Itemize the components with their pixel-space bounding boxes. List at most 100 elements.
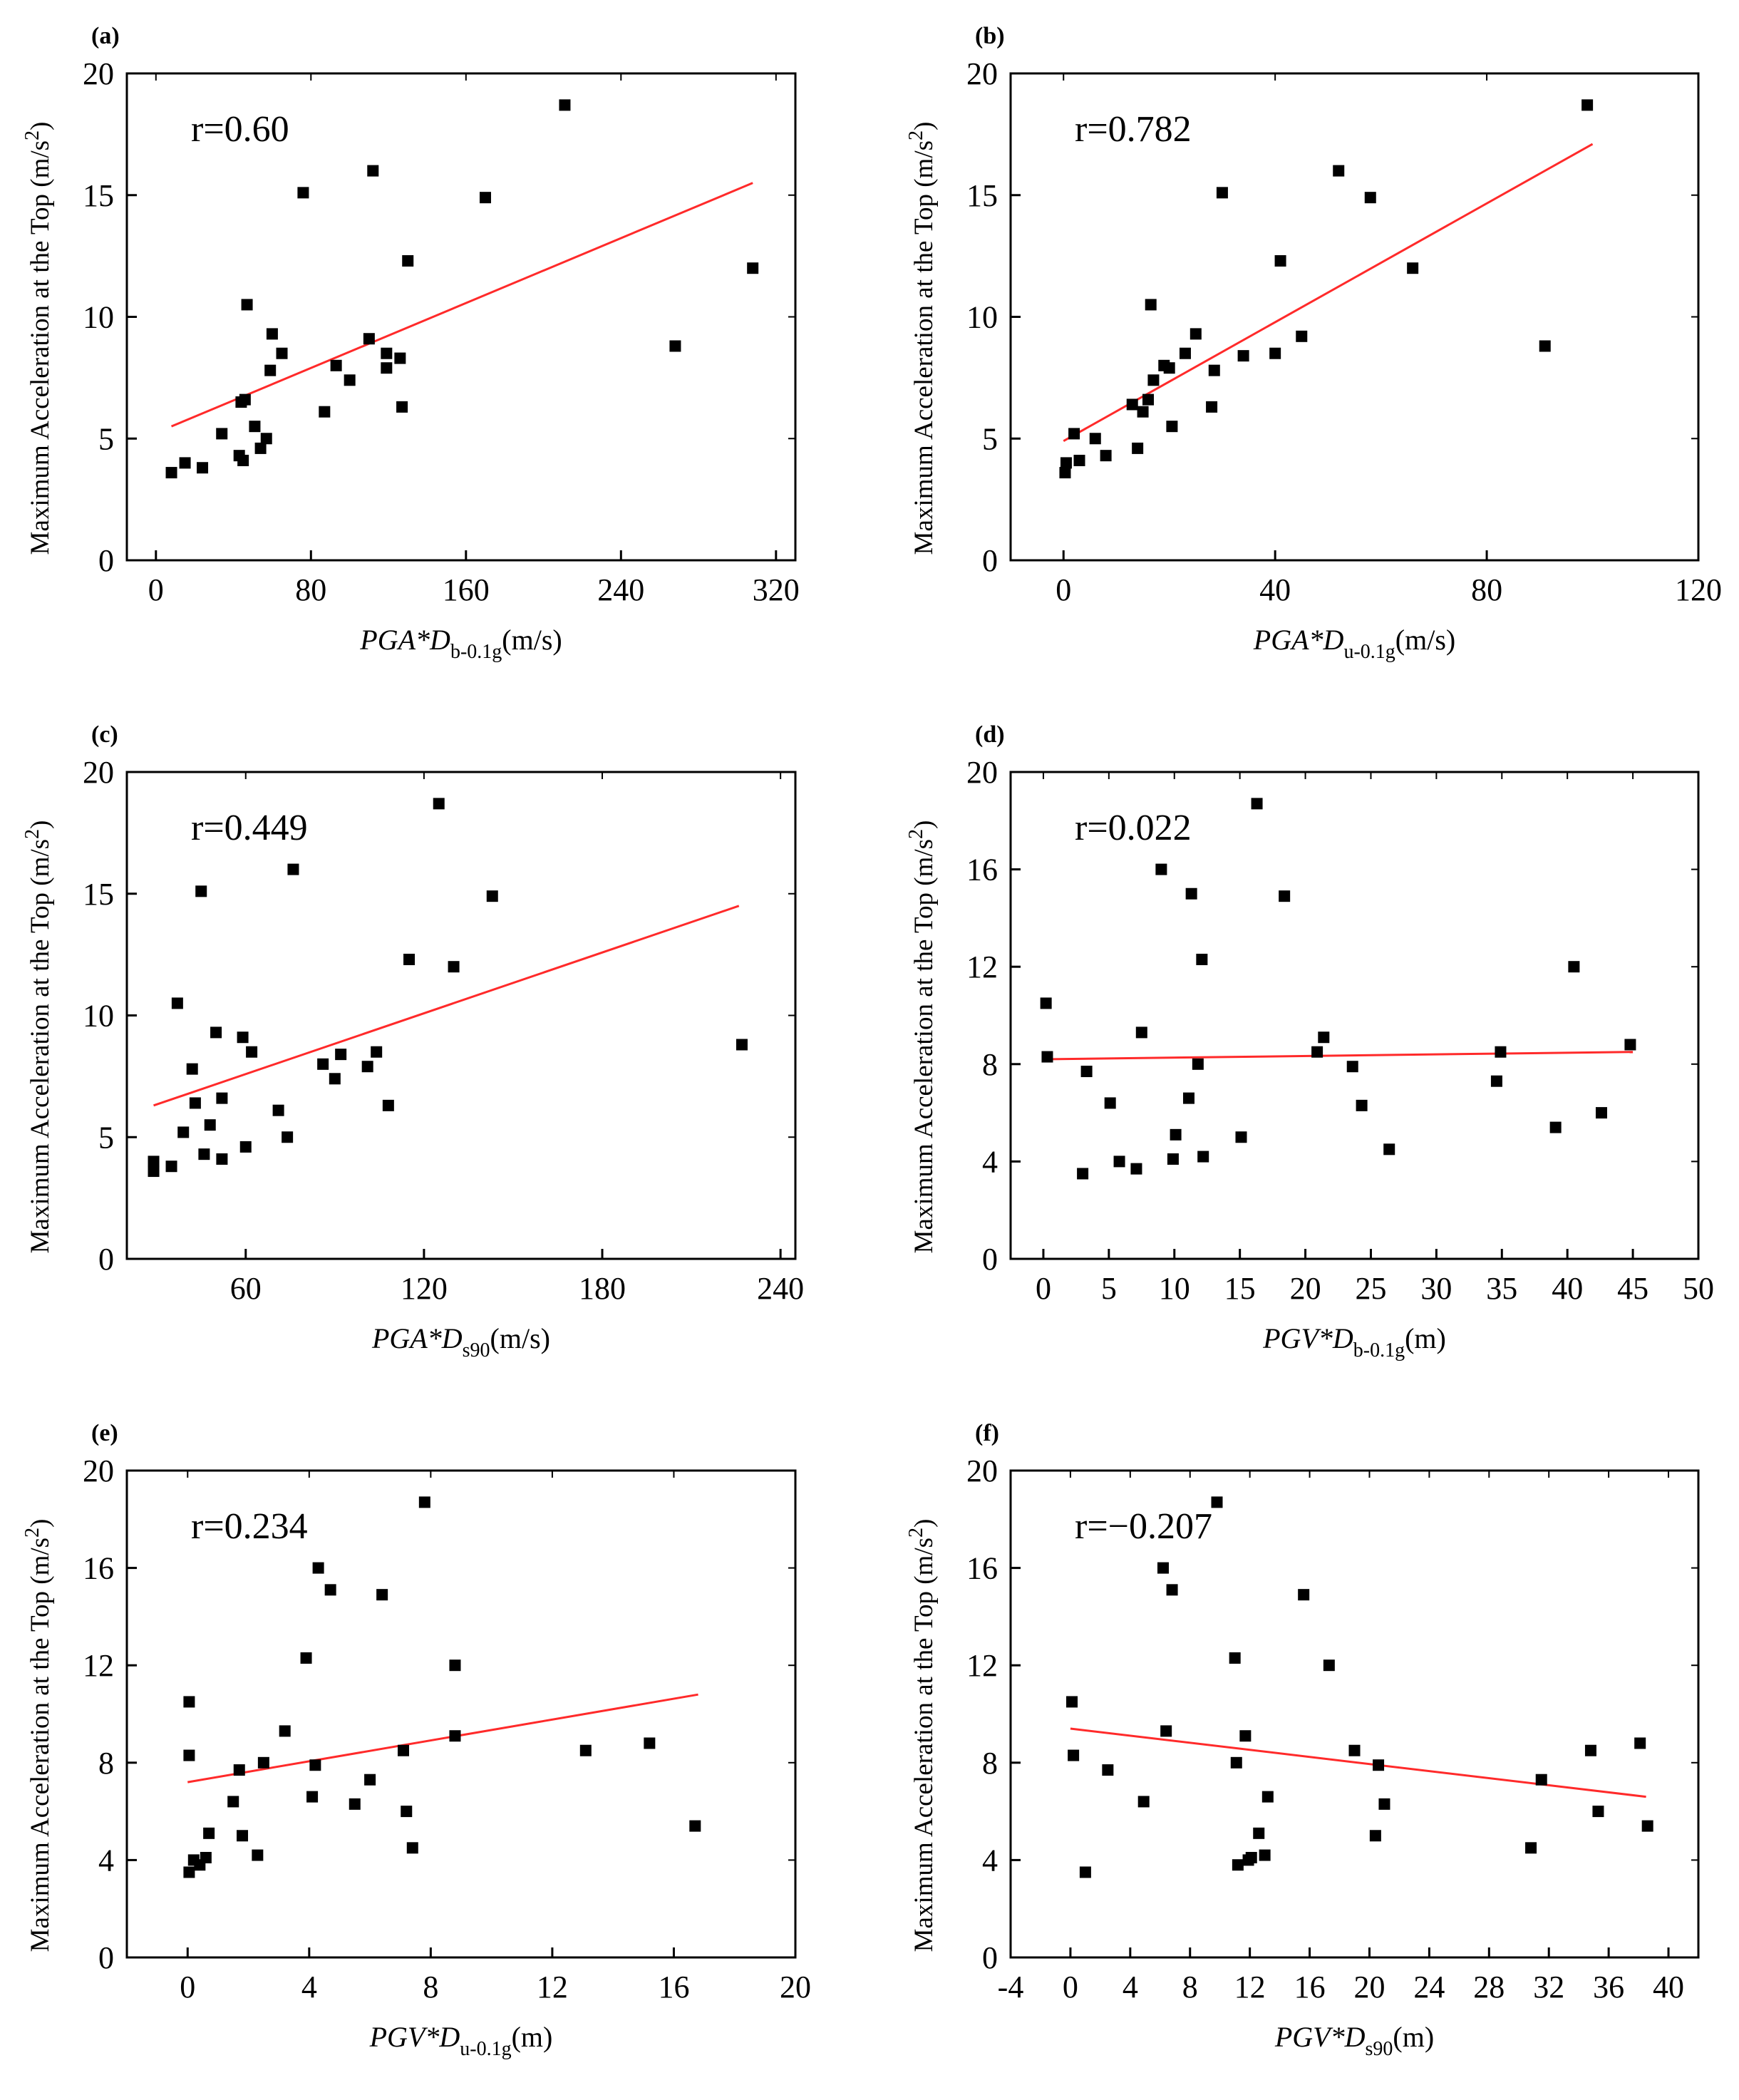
data-point [1089, 433, 1101, 445]
data-point [689, 1820, 701, 1832]
y-axis-label-text: Maximum Acceleration at the Top (m/s [909, 140, 939, 555]
data-point [1142, 393, 1154, 406]
data-point [227, 1796, 239, 1808]
chart-panel-5: 0 4 8 12 16 20 0 4 8 12 16 20 r=0.234 (e) PGV*Du-0.1g(… [21, 1420, 811, 2060]
chart-panel-4: 0 5 10 15 20 25 30 35 40 45 50 0 4 8 12 16 20 r=0.022 (d) P… [905, 721, 1714, 1362]
data-point [179, 457, 191, 469]
data-point [1232, 1859, 1244, 1871]
x-tick-label: 16 [1294, 1970, 1326, 2004]
data-point [1237, 350, 1249, 362]
data-point [349, 1798, 361, 1810]
y-tick-label: 12 [966, 949, 998, 984]
data-point [1059, 467, 1071, 479]
y-tick-label: 10 [83, 999, 114, 1034]
data-point [1100, 450, 1112, 462]
data-point [1130, 1163, 1142, 1175]
data-point [1102, 1764, 1114, 1776]
data-point [282, 1131, 294, 1143]
data-point [1157, 1562, 1169, 1574]
y-axis-label-suffix: ) [26, 820, 55, 829]
x-tick-label: 0 [1063, 1970, 1078, 2004]
data-point [1549, 1121, 1562, 1133]
x-tick-label: 32 [1533, 1970, 1564, 2004]
y-tick-label: 15 [83, 877, 114, 912]
correlation-label: r=0.60 [191, 109, 289, 150]
data-point [1229, 1652, 1241, 1664]
data-point [418, 1496, 430, 1508]
data-point [1182, 1092, 1194, 1104]
data-point [264, 364, 277, 376]
data-point [433, 798, 445, 810]
data-point [1261, 1791, 1274, 1803]
data-point [1079, 1866, 1091, 1878]
data-point [237, 1830, 249, 1842]
data-point [1279, 890, 1291, 902]
x-axis-label-main: PGV*D [369, 2021, 460, 2053]
chart-panel-2: 0 40 80 120 0 5 10 15 20 r=0.782 (b) PGA*Du-0.1g(m/… [905, 23, 1722, 663]
data-point [486, 890, 498, 902]
data-point [736, 1039, 748, 1051]
y-tick-label: 20 [966, 755, 998, 790]
data-point [1126, 398, 1138, 411]
x-tick-label: 4 [1123, 1970, 1138, 2004]
data-point [1145, 299, 1157, 311]
data-point [171, 997, 183, 1009]
x-tick-label: 24 [1413, 1970, 1445, 2004]
data-point [1356, 1099, 1368, 1111]
data-point [1251, 798, 1263, 810]
data-point [1135, 1026, 1147, 1039]
x-axis-label: PGV*Du-0.1g(m) [369, 2021, 553, 2060]
data-point [1269, 347, 1281, 359]
data-point [177, 1126, 190, 1138]
x-tick-label: 0 [1056, 572, 1071, 607]
x-tick-label: 12 [537, 1970, 568, 2004]
data-point [148, 1165, 160, 1178]
data-point [1407, 262, 1419, 274]
data-point [397, 1744, 409, 1756]
data-point [403, 953, 416, 965]
data-point [241, 299, 253, 311]
x-tick-label: 0 [1036, 1271, 1051, 1306]
data-point [257, 1756, 269, 1769]
x-axis-label-unit: (m/s) [1395, 624, 1455, 656]
y-axis-label-text: Maximum Acceleration at the Top (m/s [909, 1538, 939, 1952]
y-axis-label-suffix: ) [26, 1519, 55, 1528]
x-axis-label-subscript: s90 [463, 1339, 490, 1362]
y-axis-label-text: Maximum Acceleration at the Top (m/s [26, 140, 55, 555]
data-point [1274, 254, 1286, 267]
x-tick-label: 50 [1683, 1271, 1714, 1306]
data-point [1641, 1820, 1653, 1832]
data-point [1066, 1696, 1078, 1708]
data-point [239, 393, 251, 406]
data-point [1077, 1168, 1089, 1180]
data-point [1155, 863, 1167, 875]
data-point [329, 1073, 341, 1085]
y-axis-label-text: Maximum Acceleration at the Top (m/s [909, 839, 939, 1253]
y-tick-label: 5 [982, 421, 998, 456]
y-tick-label: 12 [83, 1648, 114, 1683]
data-point [1581, 99, 1594, 111]
x-axis-label-unit: (m) [1405, 1322, 1446, 1354]
data-point [287, 863, 299, 875]
x-tick-label: 45 [1617, 1271, 1648, 1306]
data-point [1311, 1046, 1323, 1058]
data-point [189, 1097, 201, 1109]
data-point [237, 454, 249, 466]
data-point [1369, 1830, 1381, 1842]
data-point [579, 1744, 592, 1756]
x-axis-label-unit: (m/s) [490, 1322, 550, 1354]
chart-panel-3: 60 120 180 240 0 5 10 15 20 r=0.449 (c) PGA*Ds90(m/… [21, 721, 804, 1362]
x-tick-label: 160 [443, 572, 490, 607]
data-point [1080, 1066, 1093, 1078]
x-tick-label: 320 [753, 572, 800, 607]
data-point [1206, 401, 1218, 413]
x-axis-label: PGV*Ds90(m) [1274, 2021, 1434, 2060]
x-tick-label: 10 [1159, 1271, 1190, 1306]
y-tick-label: 0 [982, 543, 998, 578]
data-point [1192, 1058, 1204, 1070]
x-axis-label-unit: (m) [512, 2021, 553, 2053]
y-axis-label-superscript: 2 [21, 130, 43, 140]
data-point [396, 401, 408, 413]
panel-label: (a) [91, 23, 120, 49]
